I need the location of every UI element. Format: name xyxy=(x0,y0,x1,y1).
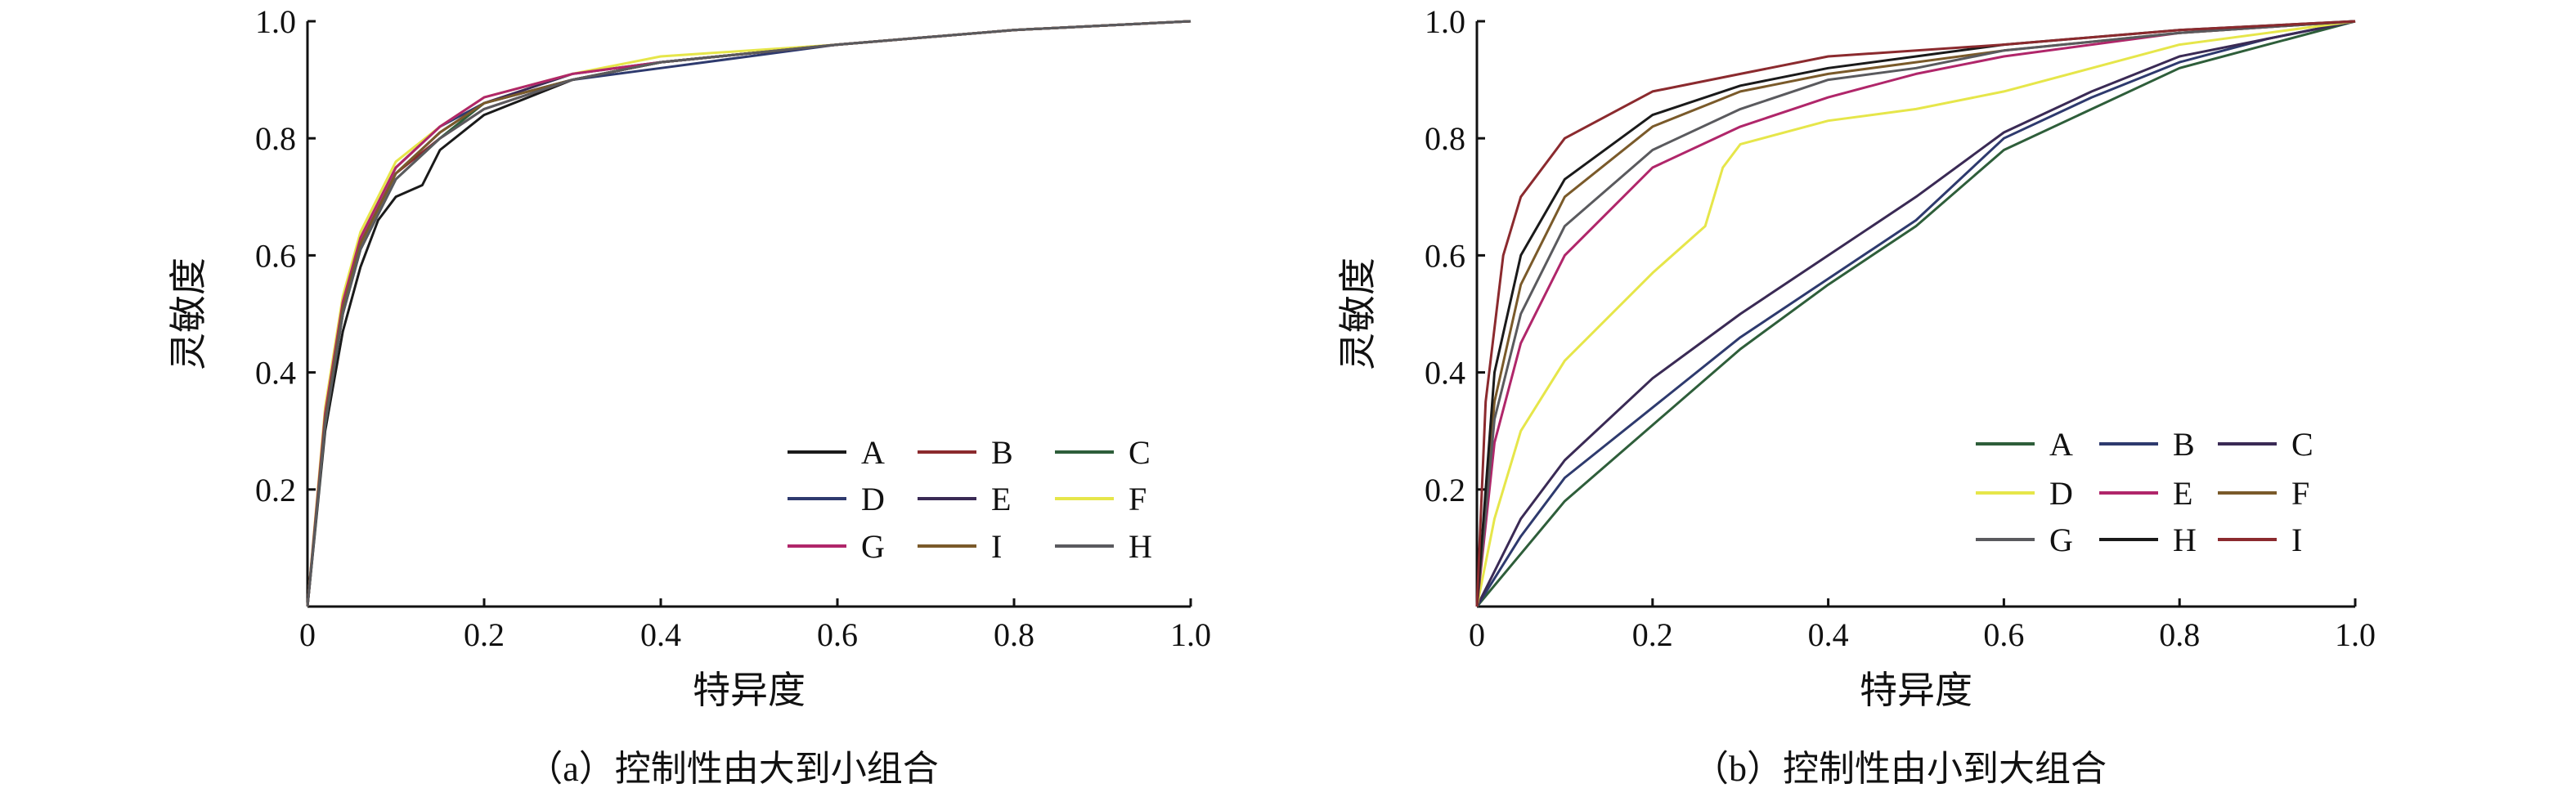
y-tick-label: 0.4 xyxy=(255,355,296,392)
series-line-F xyxy=(306,20,1192,607)
x-tick-label: 0.2 xyxy=(1632,616,1673,653)
panel-caption: （a）控制性由大到小组合 xyxy=(527,749,939,789)
legend-label-F: F xyxy=(2291,475,2309,512)
legend-label-D: D xyxy=(861,481,885,517)
y-tick-label: 0.2 xyxy=(1425,472,1465,508)
y-axis-label: 灵敏度 xyxy=(1337,257,1379,370)
legend-label-G: G xyxy=(2049,522,2073,558)
y-tick-label: 0.2 xyxy=(255,472,296,508)
x-tick-label: 0.8 xyxy=(994,616,1034,653)
chart-panel-a: 0 0.2 0.4 0.6 0.8 1.0 0.2 0.4 0.6 0.8 1.0 特异度 灵敏度 （a）… xyxy=(168,3,1211,789)
y-tick-label: 0.6 xyxy=(1425,237,1465,274)
y-tick-label: 0.4 xyxy=(1425,355,1465,392)
y-axis-label: 灵敏度 xyxy=(168,257,209,370)
legend-label-H: H xyxy=(1129,528,1152,565)
x-tick-label: 0.6 xyxy=(817,616,858,653)
x-tick-label: 1.0 xyxy=(2335,616,2376,653)
x-tick-label: 0.2 xyxy=(464,616,505,653)
series-line-I xyxy=(1475,20,2356,607)
x-axis-label: 特异度 xyxy=(693,669,806,711)
x-tick-label: 1.0 xyxy=(1170,616,1211,653)
legend-label-B: B xyxy=(991,434,1013,471)
legend-label-A: A xyxy=(861,434,885,471)
series-line-B xyxy=(1475,20,2356,607)
legend-label-E: E xyxy=(2173,475,2192,512)
y-tick-label: 1.0 xyxy=(255,3,296,40)
series-line-I xyxy=(306,20,1192,607)
panel-caption: （b）控制性由小到大组合 xyxy=(1693,749,2107,789)
x-axis-label: 特异度 xyxy=(1860,669,1972,711)
x-tick-label: 0 xyxy=(1469,616,1485,653)
legend-label-I: I xyxy=(991,528,1002,565)
legend-label-H: H xyxy=(2173,522,2197,558)
y-tick-label: 0.8 xyxy=(1425,120,1465,157)
series-line-A xyxy=(1475,20,2356,607)
x-tick-label: 0.4 xyxy=(640,616,681,653)
legend-label-D: D xyxy=(2049,475,2073,512)
series-line-G xyxy=(1475,20,2356,607)
x-tick-label: 0.6 xyxy=(1983,616,2024,653)
x-tick-label: 0 xyxy=(299,616,316,653)
y-tick-label: 0.8 xyxy=(255,120,296,157)
legend-label-C: C xyxy=(2291,426,2313,463)
series-line-A xyxy=(306,20,1192,607)
legend-label-F: F xyxy=(1129,481,1147,517)
legend-label-G: G xyxy=(861,528,885,565)
legend-label-I: I xyxy=(2291,522,2302,558)
legend-label-E: E xyxy=(991,481,1011,517)
series-line-D xyxy=(306,20,1192,607)
series-line-C xyxy=(306,20,1192,607)
series-line-C xyxy=(1475,20,2356,607)
legend-label-B: B xyxy=(2173,426,2195,463)
series-line-E xyxy=(1475,20,2356,607)
series-line-B xyxy=(306,20,1192,607)
legend-label-C: C xyxy=(1129,434,1151,471)
series-line-E xyxy=(306,20,1192,607)
x-tick-label: 0.8 xyxy=(2159,616,2200,653)
y-tick-label: 1.0 xyxy=(1425,3,1465,40)
series-line-H xyxy=(306,20,1192,607)
y-tick-label: 0.6 xyxy=(255,237,296,274)
series-line-D xyxy=(1475,20,2356,607)
chart-panel-b: 0 0.2 0.4 0.6 0.8 1.0 0.2 0.4 0.6 0.8 1.0 特异度 灵敏度 （b）… xyxy=(1337,3,2376,789)
legend-label-A: A xyxy=(2049,426,2073,463)
x-tick-label: 0.4 xyxy=(1808,616,1849,653)
series-line-G xyxy=(306,20,1192,607)
